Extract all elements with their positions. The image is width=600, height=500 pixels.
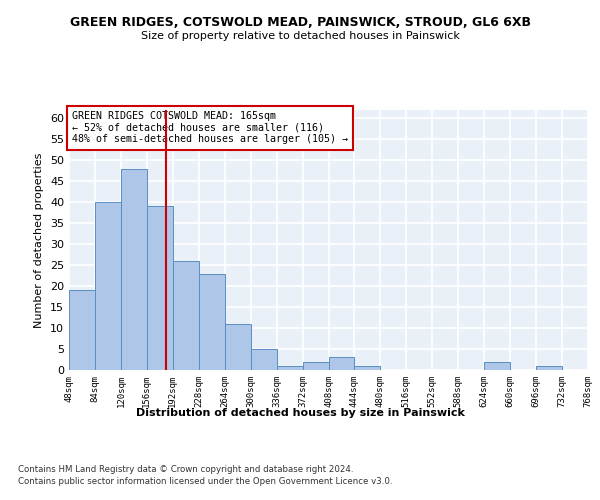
Text: Distribution of detached houses by size in Painswick: Distribution of detached houses by size …: [136, 408, 464, 418]
Bar: [95, 202, 121, 370]
Bar: [251, 349, 277, 370]
Y-axis label: Number of detached properties: Number of detached properties: [34, 152, 44, 328]
Bar: [277, 366, 302, 370]
Bar: [536, 366, 562, 370]
Bar: [69, 290, 95, 370]
Bar: [355, 366, 380, 370]
Bar: [173, 261, 199, 370]
Bar: [329, 358, 355, 370]
Bar: [225, 324, 251, 370]
Text: GREEN RIDGES COTSWOLD MEAD: 165sqm
← 52% of detached houses are smaller (116)
48: GREEN RIDGES COTSWOLD MEAD: 165sqm ← 52%…: [71, 112, 347, 144]
Text: Contains public sector information licensed under the Open Government Licence v3: Contains public sector information licen…: [18, 476, 392, 486]
Bar: [121, 168, 147, 370]
Bar: [147, 206, 173, 370]
Text: Size of property relative to detached houses in Painswick: Size of property relative to detached ho…: [140, 31, 460, 41]
Bar: [484, 362, 510, 370]
Text: GREEN RIDGES, COTSWOLD MEAD, PAINSWICK, STROUD, GL6 6XB: GREEN RIDGES, COTSWOLD MEAD, PAINSWICK, …: [70, 16, 530, 29]
Bar: [199, 274, 224, 370]
Text: Contains HM Land Registry data © Crown copyright and database right 2024.: Contains HM Land Registry data © Crown c…: [18, 464, 353, 473]
Bar: [302, 362, 329, 370]
